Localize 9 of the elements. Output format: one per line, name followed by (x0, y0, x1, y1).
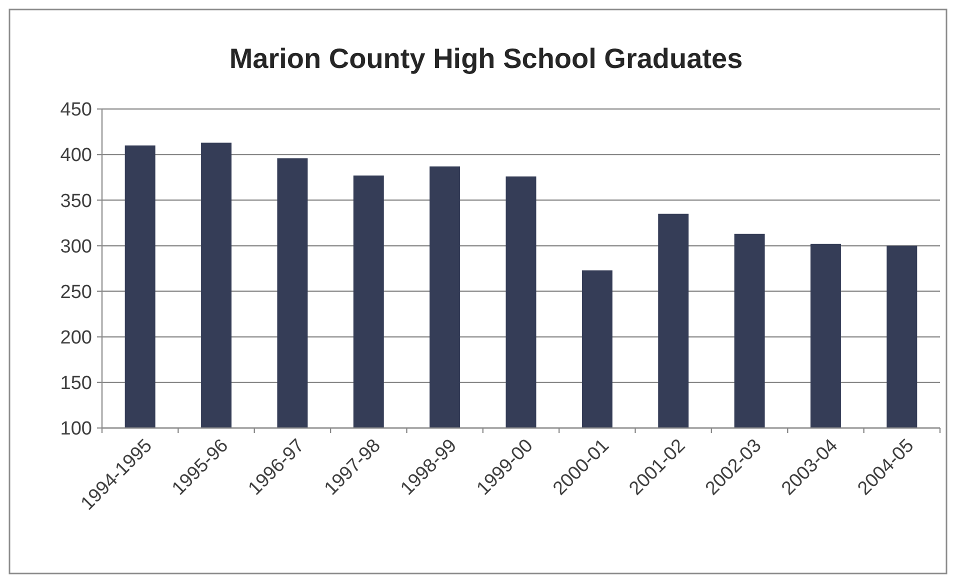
y-tick-label: 400 (60, 145, 92, 166)
y-tick-label: 450 (60, 100, 92, 121)
y-tick-label: 350 (60, 190, 92, 212)
y-tick-label: 200 (60, 328, 92, 349)
y-tick-label: 150 (60, 373, 92, 394)
y-tick-label: 250 (60, 282, 92, 303)
y-tick-label: 300 (60, 236, 92, 258)
y-tick-label: 100 (60, 418, 92, 440)
chart-title: Marion County High School Graduates (229, 43, 743, 74)
